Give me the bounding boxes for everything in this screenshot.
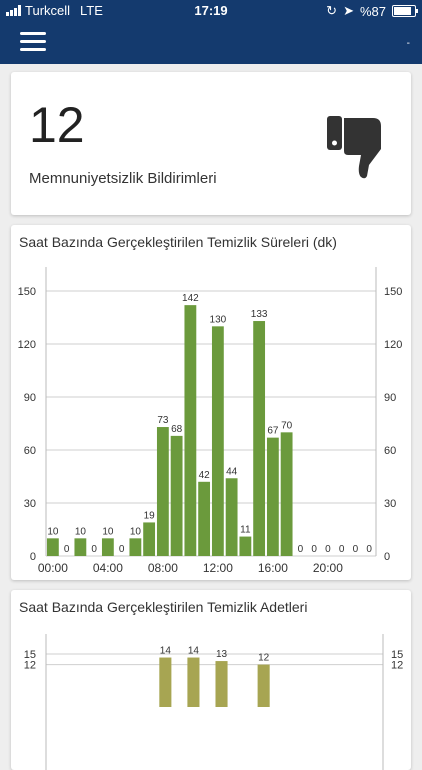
bar bbox=[211, 326, 224, 556]
bar bbox=[257, 664, 270, 707]
data-label: 10 bbox=[75, 526, 87, 537]
y-tick-label-left: 60 bbox=[24, 445, 36, 457]
data-label: 67 bbox=[267, 426, 279, 437]
bar bbox=[46, 538, 59, 556]
bar bbox=[266, 437, 279, 556]
data-label: 0 bbox=[64, 544, 70, 555]
data-label: 0 bbox=[119, 544, 125, 555]
carrier-name: Turkcell bbox=[25, 3, 71, 18]
x-tick-label: 12:00 bbox=[203, 561, 233, 575]
nav-marker: - bbox=[406, 38, 410, 49]
y-tick-label-right: 120 bbox=[384, 339, 402, 351]
y-tick-label-right: 0 bbox=[384, 551, 390, 563]
bar bbox=[187, 657, 200, 707]
data-label: 14 bbox=[160, 646, 172, 657]
y-tick-label-left: 120 bbox=[18, 339, 36, 351]
data-label: 10 bbox=[130, 526, 142, 537]
data-label: 44 bbox=[226, 466, 238, 477]
bar bbox=[280, 432, 293, 556]
status-bar: Turkcell LTE 17:19 ↻ ➤ %87 bbox=[0, 0, 422, 22]
data-label: 42 bbox=[199, 470, 211, 481]
kpi-label: Memnuniyetsizlik Bildirimleri bbox=[29, 170, 217, 187]
data-label: 130 bbox=[210, 314, 227, 325]
data-label: 0 bbox=[325, 544, 331, 555]
y-tick-label-right: 12 bbox=[391, 660, 403, 672]
location-arrow-icon: ➤ bbox=[343, 3, 354, 18]
bar bbox=[143, 522, 156, 556]
data-label: 0 bbox=[91, 544, 97, 555]
x-tick-label: 08:00 bbox=[148, 561, 178, 575]
network-type: LTE bbox=[80, 3, 103, 18]
data-label: 68 bbox=[171, 424, 183, 435]
data-label: 10 bbox=[102, 526, 114, 537]
y-tick-label-left: 30 bbox=[24, 498, 36, 510]
rotation-lock-icon: ↻ bbox=[326, 3, 338, 18]
bar bbox=[239, 536, 252, 556]
data-label: 19 bbox=[144, 510, 156, 521]
data-label: 0 bbox=[311, 544, 317, 555]
bar bbox=[215, 661, 228, 707]
data-label: 70 bbox=[281, 420, 293, 431]
bar bbox=[184, 305, 197, 556]
bar bbox=[253, 321, 266, 556]
bar bbox=[225, 478, 238, 556]
bar bbox=[101, 538, 114, 556]
y-tick-label-left: 0 bbox=[30, 551, 36, 563]
data-label: 133 bbox=[251, 309, 268, 320]
status-left: Turkcell LTE bbox=[6, 3, 103, 18]
signal-icon bbox=[6, 5, 21, 16]
bar bbox=[156, 427, 169, 556]
bar bbox=[198, 481, 211, 556]
data-label: 142 bbox=[182, 293, 199, 304]
y-tick-label-right: 150 bbox=[384, 286, 402, 298]
chart-card-durations: Saat Bazında Gerçekleştirilen Temizlik S… bbox=[11, 225, 411, 580]
y-tick-label-left: 150 bbox=[18, 286, 36, 298]
y-tick-label-right: 15 bbox=[391, 649, 403, 661]
x-tick-label: 04:00 bbox=[93, 561, 123, 575]
bar bbox=[159, 657, 172, 707]
y-tick-label-left: 15 bbox=[24, 649, 36, 661]
status-right: ↻ ➤ %87 bbox=[326, 3, 418, 19]
chart-title: Saat Bazında Gerçekleştirilen Temizlik A… bbox=[19, 599, 308, 615]
kpi-value: 12 bbox=[29, 97, 85, 153]
x-tick-label: 16:00 bbox=[258, 561, 288, 575]
bar bbox=[170, 435, 183, 556]
data-label: 0 bbox=[353, 544, 359, 555]
y-tick-label-left: 90 bbox=[24, 392, 36, 404]
data-label: 11 bbox=[240, 525, 251, 536]
data-label: 14 bbox=[188, 646, 200, 657]
data-label: 0 bbox=[339, 544, 345, 555]
data-label: 12 bbox=[258, 653, 270, 664]
y-tick-label-left: 12 bbox=[24, 660, 36, 672]
kpi-card[interactable]: 12 Memnuniyetsizlik Bildirimleri bbox=[11, 72, 411, 215]
clock: 17:19 bbox=[194, 3, 228, 18]
bar bbox=[74, 538, 87, 556]
battery-icon bbox=[392, 5, 418, 17]
chart-title: Saat Bazında Gerçekleştirilen Temizlik S… bbox=[19, 234, 337, 250]
y-tick-label-right: 60 bbox=[384, 445, 396, 457]
bar bbox=[129, 538, 142, 556]
data-label: 0 bbox=[298, 544, 304, 555]
x-tick-label: 00:00 bbox=[38, 561, 68, 575]
y-tick-label-right: 90 bbox=[384, 392, 396, 404]
thumbs-down-icon bbox=[327, 116, 381, 179]
chart-card-counts: Saat Bazında Gerçekleştirilen Temizlik A… bbox=[11, 590, 411, 770]
battery-percent: %87 bbox=[359, 3, 386, 19]
y-tick-label-right: 30 bbox=[384, 498, 396, 510]
x-tick-label: 20:00 bbox=[313, 561, 343, 575]
data-label: 13 bbox=[216, 649, 228, 660]
data-label: 73 bbox=[157, 415, 169, 426]
hamburger-menu-icon[interactable] bbox=[20, 32, 46, 52]
data-label: 10 bbox=[47, 526, 59, 537]
data-label: 0 bbox=[366, 544, 372, 555]
nav-bar: - bbox=[0, 22, 422, 64]
